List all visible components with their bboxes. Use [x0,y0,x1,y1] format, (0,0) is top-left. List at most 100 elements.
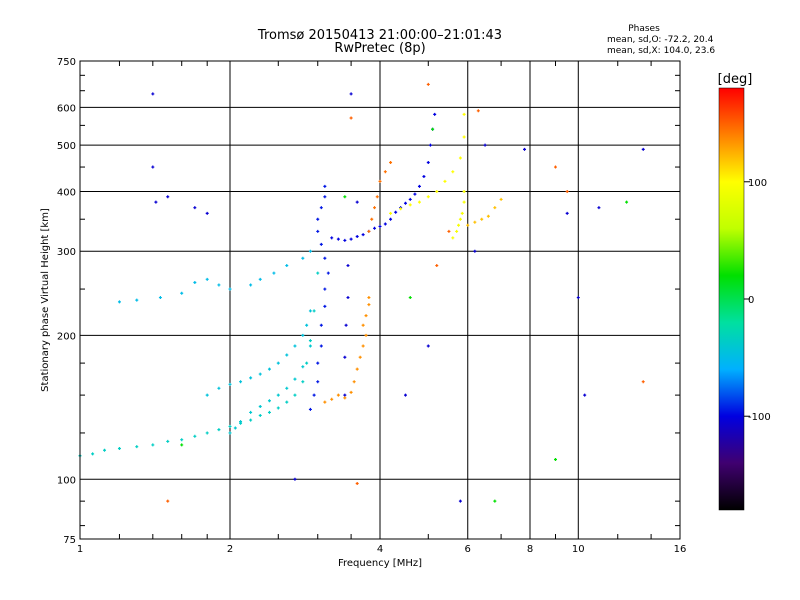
x-axis-ticks: 1 2 4 6 8 10 16 [77,61,686,555]
data-point [486,214,490,218]
data-point [349,116,353,120]
data-point [228,287,232,291]
data-point [375,195,379,199]
data-point [258,372,262,376]
data-point [316,380,320,384]
x-tick-label: 10 [572,544,585,555]
data-point [267,367,271,371]
data-point [625,200,629,204]
colorbar-tick-label: 100 [748,178,767,189]
data-point [323,400,327,404]
data-point [466,223,470,227]
data-point [355,367,359,371]
data-point [361,233,365,237]
data-point [233,426,237,430]
data-point [151,92,155,96]
data-point [553,165,557,169]
data-point [293,344,297,348]
data-point [367,229,371,233]
data-point [312,309,316,313]
data-point [239,380,243,384]
colorbar-ticks: 100 0 -100 [744,178,771,423]
data-point [205,277,209,281]
y-tick-label: 200 [57,331,76,342]
data-point [249,418,253,422]
data-point [361,344,365,348]
data-point [583,393,587,397]
data-point [285,353,289,357]
stats-heading: Phases [628,24,660,34]
data-point [301,380,305,384]
y-tick-label: 300 [57,247,76,258]
data-point [343,238,347,242]
data-point [323,195,327,199]
data-point [319,323,323,327]
data-point [343,195,347,199]
data-point [344,323,348,327]
data-point [258,404,262,408]
data-point [367,296,371,300]
colorbar-tick-label: -100 [748,412,771,423]
data-point [158,296,162,300]
data-point [373,206,377,210]
data-point [103,448,107,452]
data-point [323,184,327,188]
y-tick-label: 500 [57,141,76,152]
data-point [462,189,466,193]
data-point [217,428,221,432]
data-point [462,112,466,116]
data-point [408,197,412,201]
data-point [361,323,365,327]
data-point [364,333,368,337]
data-point [305,323,309,327]
data-point [228,431,232,435]
data-point [458,217,462,221]
data-point [435,264,439,268]
colorbar [718,87,745,511]
data-point [355,481,359,485]
data-point [308,344,312,348]
data-point [431,127,435,131]
data-point [399,207,403,211]
data-point [462,200,466,204]
data-point [316,229,320,233]
data-point [166,439,170,443]
data-point [457,223,461,227]
data-point [378,224,382,228]
data-point [239,420,243,424]
data-point [205,393,209,397]
data-point [413,192,417,196]
data-point [293,477,297,481]
data-point [358,355,362,359]
data-point [597,206,601,210]
data-point [301,256,305,260]
x-tick-label: 1 [77,544,83,555]
x-tick-label: 8 [527,544,533,555]
data-point [166,195,170,199]
data-point [193,434,197,438]
data-point [462,135,466,139]
data-point [154,200,158,204]
data-point [493,499,497,503]
data-point [346,264,350,268]
data-point [403,393,407,397]
data-point [205,431,209,435]
data-point [451,170,455,174]
colorbar-tick-label: 0 [748,295,754,306]
data-point [228,382,232,386]
data-point [483,143,487,147]
data-point [285,386,289,390]
y-tick-label: 400 [57,187,76,198]
data-point [476,109,480,113]
data-point [323,287,327,291]
data-point [316,361,320,365]
data-point [408,203,412,207]
y-tick-label: 600 [57,103,76,114]
x-tick-label: 6 [465,544,471,555]
stats-o-line: mean, sd,O: -72.2, 20.4 [607,35,714,45]
data-point [443,179,447,183]
data-point [117,300,121,304]
data-point [276,361,280,365]
data-point [293,377,297,381]
data-point [193,281,197,285]
